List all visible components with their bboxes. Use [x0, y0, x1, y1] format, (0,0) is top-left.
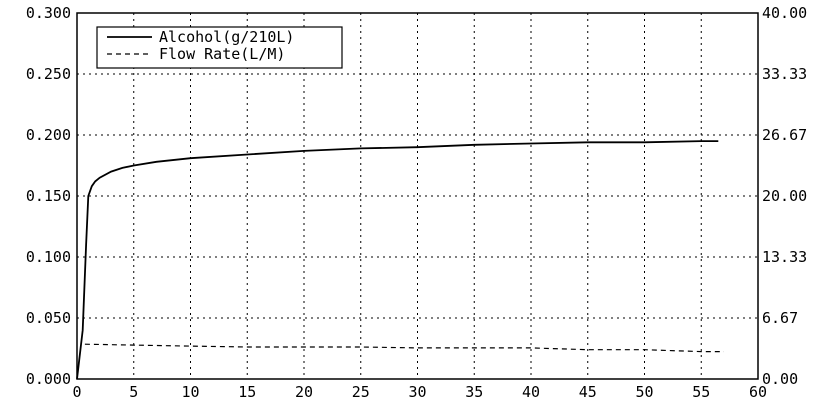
x-tick-label: 20	[295, 383, 313, 401]
y-left-tick-label: 0.300	[26, 4, 71, 22]
plot-frame	[76, 12, 759, 380]
x-tick-label: 35	[465, 383, 483, 401]
legend-box	[96, 26, 343, 69]
x-tick-label: 40	[522, 383, 540, 401]
y-right-tick-label: 20.00	[762, 187, 807, 205]
legend-label-flow-rate: Flow Rate(L/M)	[159, 45, 285, 63]
x-tick-label: 25	[352, 383, 370, 401]
series-line-alcohol	[76, 140, 719, 380]
y-left-tick-label: 0.250	[26, 65, 71, 83]
y-left-tick-label: 0.200	[26, 126, 71, 144]
x-tick-label: 30	[408, 383, 426, 401]
x-tick-label: 10	[181, 383, 199, 401]
x-tick-label: 50	[635, 383, 653, 401]
y-right-tick-label: 6.67	[762, 309, 798, 327]
x-tick-label: 0	[72, 383, 81, 401]
x-tick-label: 45	[579, 383, 597, 401]
y-right-tick-label: 0.00	[762, 370, 798, 388]
x-tick-label: 60	[749, 383, 767, 401]
axes: 0 5 10 15 20 25 30 35 40 45 50 55 60 0.000 0.050 0.100 0…	[26, 4, 807, 401]
y-right-tick-label: 13.33	[762, 248, 807, 266]
y-right-tick-label: 40.00	[762, 4, 807, 22]
y-left-tick-label: 0.000	[26, 370, 71, 388]
x-tick-label: 15	[238, 383, 256, 401]
x-tick-label: 5	[129, 383, 138, 401]
series-layer	[76, 140, 724, 380]
y-left-tick-label: 0.050	[26, 309, 71, 327]
legend: Alcohol(g/210L) Flow Rate(L/M)	[96, 26, 343, 69]
series-line-flow-rate	[84, 343, 724, 353]
legend-label-alcohol: Alcohol(g/210L)	[159, 28, 294, 46]
y-right-tick-label: 33.33	[762, 65, 807, 83]
y-left-tick-label: 0.150	[26, 187, 71, 205]
x-tick-label: 55	[692, 383, 710, 401]
y-right-tick-label: 26.67	[762, 126, 807, 144]
y-left-tick-label: 0.100	[26, 248, 71, 266]
grid	[77, 13, 758, 379]
